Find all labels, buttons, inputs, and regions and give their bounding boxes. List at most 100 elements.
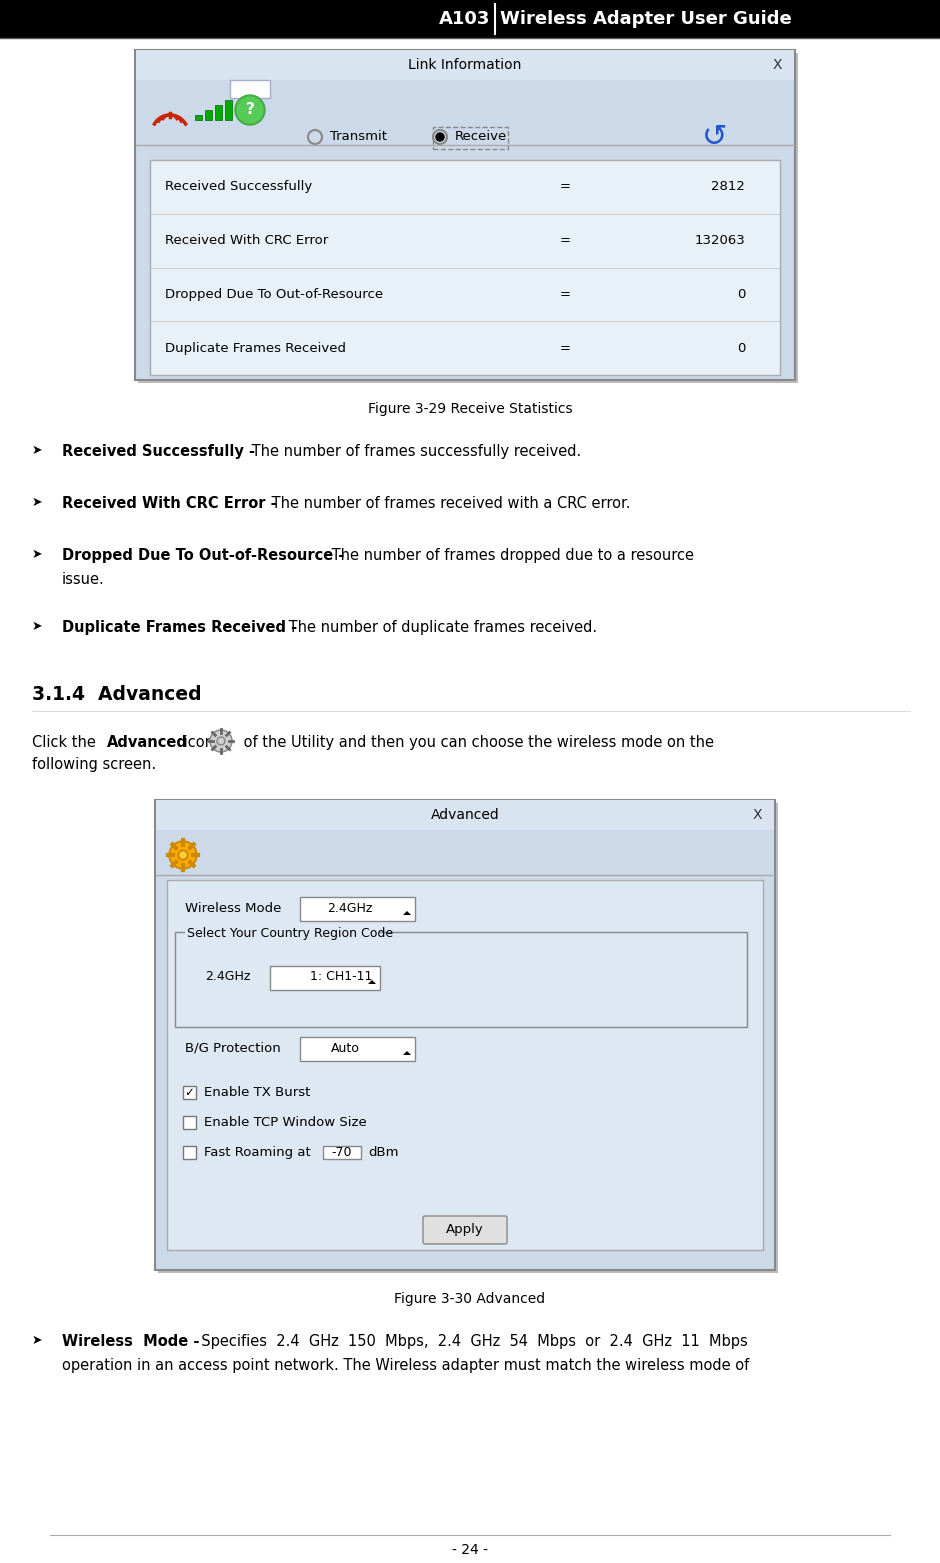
Bar: [183, 1146, 196, 1160]
Bar: [135, 50, 795, 380]
Bar: [155, 800, 775, 1271]
Text: Enable TX Burst: Enable TX Burst: [204, 1086, 310, 1099]
Text: Select Your Country Region Code: Select Your Country Region Code: [187, 927, 393, 941]
Bar: [300, 897, 415, 921]
Polygon shape: [403, 911, 411, 914]
Bar: [150, 159, 780, 375]
Text: Transmit: Transmit: [330, 130, 387, 144]
Text: issue.: issue.: [62, 572, 104, 588]
Text: -70: -70: [332, 1146, 352, 1160]
Text: =: =: [559, 234, 571, 247]
Text: Received With CRC Error -: Received With CRC Error -: [62, 495, 276, 511]
Polygon shape: [368, 980, 376, 985]
Text: Dropped Due To Out-of-Resource: Dropped Due To Out-of-Resource: [165, 288, 384, 300]
Text: 2.4GHz: 2.4GHz: [205, 971, 250, 983]
Text: Fast Roaming at: Fast Roaming at: [204, 1146, 311, 1160]
Text: X: X: [752, 808, 761, 822]
Circle shape: [178, 850, 188, 860]
Text: Figure 3-30 Advanced: Figure 3-30 Advanced: [395, 1293, 545, 1307]
Text: Advanced: Advanced: [431, 808, 499, 822]
Text: Enable TCP Window Size: Enable TCP Window Size: [204, 1116, 367, 1128]
Text: Specifies  2.4  GHz  150  Mbps,  2.4  GHz  54  Mbps  or  2.4  GHz  11  Mbps: Specifies 2.4 GHz 150 Mbps, 2.4 GHz 54 M…: [192, 1333, 747, 1349]
Text: =: =: [559, 180, 571, 194]
Bar: [225, 100, 232, 120]
Text: following screen.: following screen.: [32, 756, 156, 772]
Bar: [270, 966, 380, 989]
Text: Duplicate Frames Received -: Duplicate Frames Received -: [62, 621, 297, 635]
Bar: [195, 116, 202, 120]
Text: Apply: Apply: [446, 1224, 484, 1236]
Circle shape: [436, 133, 444, 141]
Text: Received With CRC Error: Received With CRC Error: [165, 234, 328, 247]
FancyBboxPatch shape: [423, 1216, 507, 1244]
Bar: [158, 803, 778, 1272]
Bar: [323, 1146, 361, 1160]
Circle shape: [235, 95, 265, 125]
Text: operation in an access point network. The Wireless adapter must match the wirele: operation in an access point network. Th…: [62, 1358, 749, 1372]
Text: icon: icon: [179, 735, 219, 750]
Text: ➤: ➤: [32, 444, 42, 456]
Text: 0: 0: [737, 342, 745, 355]
Text: 3.1.4  Advanced: 3.1.4 Advanced: [32, 685, 201, 703]
Bar: [183, 1086, 196, 1099]
Text: Figure 3-29 Receive Statistics: Figure 3-29 Receive Statistics: [368, 402, 572, 416]
Text: The number of duplicate frames received.: The number of duplicate frames received.: [284, 621, 597, 635]
Text: ➤: ➤: [32, 549, 42, 561]
Bar: [185, 924, 380, 939]
Bar: [136, 50, 794, 80]
Circle shape: [217, 738, 225, 746]
Text: 2812: 2812: [712, 180, 745, 194]
Text: The number of frames successfully received.: The number of frames successfully receiv…: [247, 444, 581, 460]
Circle shape: [180, 852, 186, 858]
Text: B/G Protection: B/G Protection: [185, 1041, 281, 1055]
Text: The number of frames dropped due to a resource: The number of frames dropped due to a re…: [327, 549, 694, 563]
Text: The number of frames received with a CRC error.: The number of frames received with a CRC…: [267, 495, 631, 511]
Polygon shape: [403, 1050, 411, 1055]
Text: Duplicate Frames Received: Duplicate Frames Received: [165, 342, 346, 355]
Text: Advanced: Advanced: [107, 735, 188, 750]
Text: dBm: dBm: [368, 1146, 399, 1160]
Text: ➤: ➤: [32, 621, 42, 633]
Text: 1: CH1-11: 1: CH1-11: [310, 971, 372, 983]
Text: ↺: ↺: [702, 122, 728, 152]
Text: ➤: ➤: [32, 495, 42, 510]
Text: =: =: [559, 342, 571, 355]
Text: 132063: 132063: [695, 234, 745, 247]
Circle shape: [210, 730, 232, 752]
Text: Link Information: Link Information: [408, 58, 522, 72]
Text: Wireless  Mode -: Wireless Mode -: [62, 1333, 199, 1349]
Text: Click the: Click the: [32, 735, 101, 750]
Bar: [167, 880, 763, 1250]
Bar: [183, 1116, 196, 1128]
Text: A103: A103: [439, 9, 490, 28]
Bar: [215, 105, 222, 120]
Text: ➤: ➤: [32, 1333, 42, 1347]
Text: of the Utility and then you can choose the wireless mode on the: of the Utility and then you can choose t…: [239, 735, 714, 750]
Text: ✓: ✓: [184, 1086, 195, 1099]
Bar: [230, 80, 270, 98]
Text: Wireless Mode: Wireless Mode: [185, 902, 281, 914]
Text: Wireless Adapter User Guide: Wireless Adapter User Guide: [500, 9, 791, 28]
Text: Receive: Receive: [455, 130, 508, 144]
Text: - 24 -: - 24 -: [452, 1543, 488, 1557]
Bar: [138, 53, 798, 383]
Text: Dropped Due To Out-of-Resource -: Dropped Due To Out-of-Resource -: [62, 549, 344, 563]
Text: Received Successfully: Received Successfully: [165, 180, 312, 194]
Text: Auto: Auto: [331, 1041, 359, 1055]
Bar: [156, 830, 774, 875]
Bar: [300, 1036, 415, 1061]
Text: X: X: [773, 58, 782, 72]
Text: =: =: [559, 288, 571, 300]
Bar: [433, 127, 508, 148]
Circle shape: [171, 842, 195, 867]
Text: 2.4GHz: 2.4GHz: [327, 902, 372, 914]
Circle shape: [218, 738, 224, 744]
Bar: [136, 80, 794, 145]
Text: Received Successfully -: Received Successfully -: [62, 444, 255, 460]
Bar: [0, 0, 940, 38]
Bar: [156, 800, 774, 830]
Bar: [205, 109, 212, 120]
Text: 0: 0: [737, 288, 745, 300]
Bar: [175, 932, 747, 1027]
Circle shape: [237, 97, 263, 123]
